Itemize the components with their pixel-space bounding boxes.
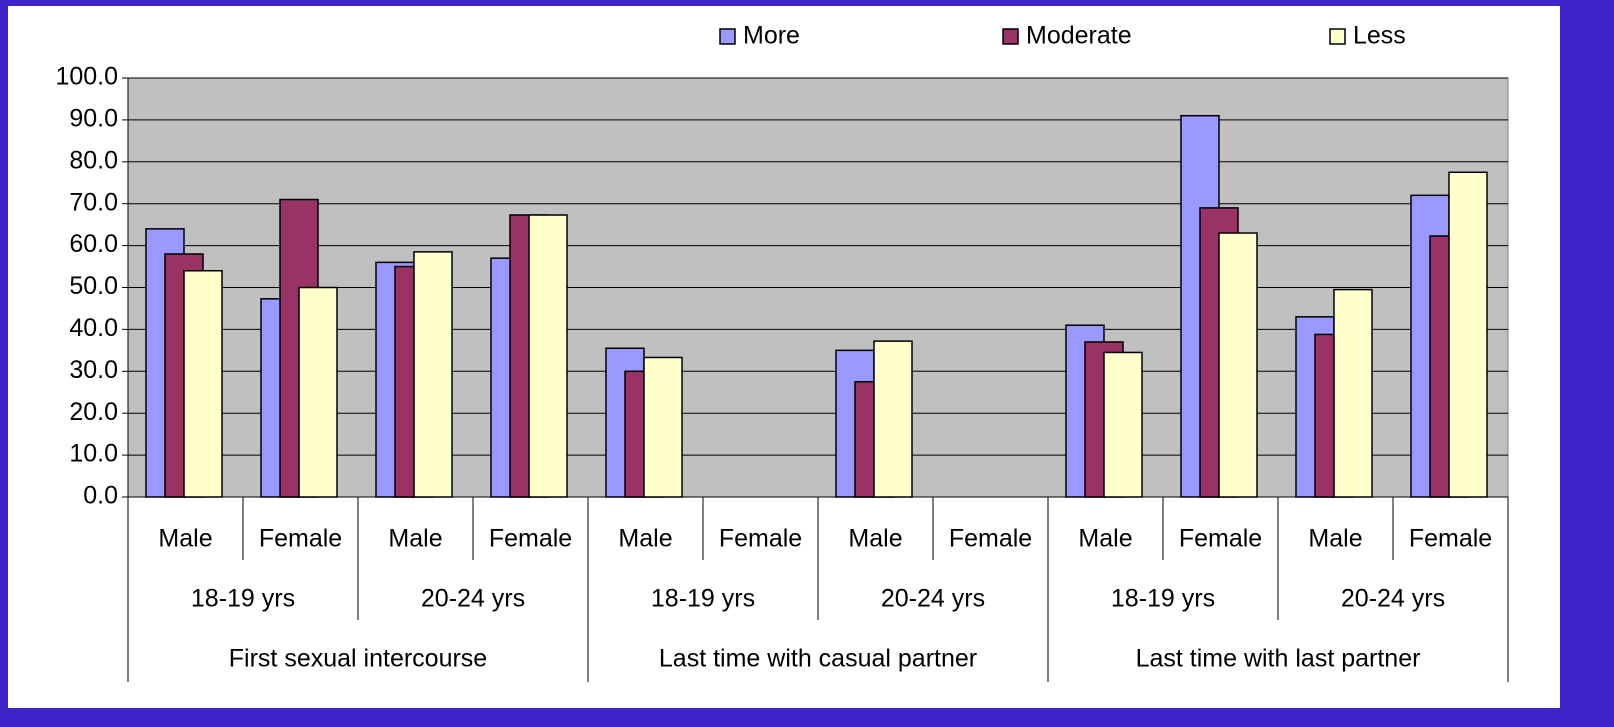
y-tick-label: 70.0 — [69, 188, 118, 216]
x-tick-label: Female — [259, 525, 342, 553]
group-label: 20-24 yrs — [421, 585, 525, 613]
legend-label: Less — [1353, 22, 1406, 50]
x-tick-label: Male — [848, 525, 902, 553]
y-tick-label: 90.0 — [69, 105, 118, 133]
legend-swatch — [1329, 28, 1346, 45]
group-label: 20-24 yrs — [1341, 585, 1445, 613]
bar — [873, 340, 913, 498]
y-tick-label: 50.0 — [69, 272, 118, 300]
x-tick-label: Female — [489, 525, 572, 553]
group-label: 20-24 yrs — [881, 585, 985, 613]
group-label: 18-19 yrs — [651, 585, 755, 613]
x-tick-label: Female — [1179, 525, 1262, 553]
x-tick-label: Female — [719, 525, 802, 553]
y-tick-label: 10.0 — [69, 440, 118, 468]
bar — [1103, 351, 1143, 498]
bar — [298, 286, 338, 498]
section-label: First sexual intercourse — [229, 645, 487, 673]
bar — [413, 251, 453, 498]
x-tick-label: Male — [388, 525, 442, 553]
section-label: Last time with casual partner — [659, 645, 977, 673]
y-tick-label: 80.0 — [69, 146, 118, 174]
y-tick-label: 40.0 — [69, 314, 118, 342]
legend-swatch — [1002, 28, 1019, 45]
y-tick-label: 60.0 — [69, 230, 118, 258]
y-tick-label: 100.0 — [55, 63, 118, 91]
group-label: 18-19 yrs — [1111, 585, 1215, 613]
bar — [1218, 232, 1258, 498]
bar — [643, 356, 683, 498]
x-tick-label: Female — [1409, 525, 1492, 553]
y-tick-label: 30.0 — [69, 356, 118, 384]
x-tick-label: Male — [158, 525, 212, 553]
legend-label: Moderate — [1026, 22, 1132, 50]
bar — [528, 214, 568, 498]
bar — [1333, 288, 1373, 498]
bar — [1448, 171, 1488, 498]
x-tick-label: Female — [949, 525, 1032, 553]
y-tick-label: 0.0 — [83, 482, 118, 510]
y-tick-label: 20.0 — [69, 398, 118, 426]
group-label: 18-19 yrs — [191, 585, 295, 613]
bar — [183, 269, 223, 498]
x-tick-label: Male — [618, 525, 672, 553]
legend-label: More — [743, 22, 800, 50]
legend-swatch — [719, 28, 736, 45]
x-tick-label: Male — [1078, 525, 1132, 553]
x-tick-label: Male — [1308, 525, 1362, 553]
section-label: Last time with last partner — [1136, 645, 1421, 673]
